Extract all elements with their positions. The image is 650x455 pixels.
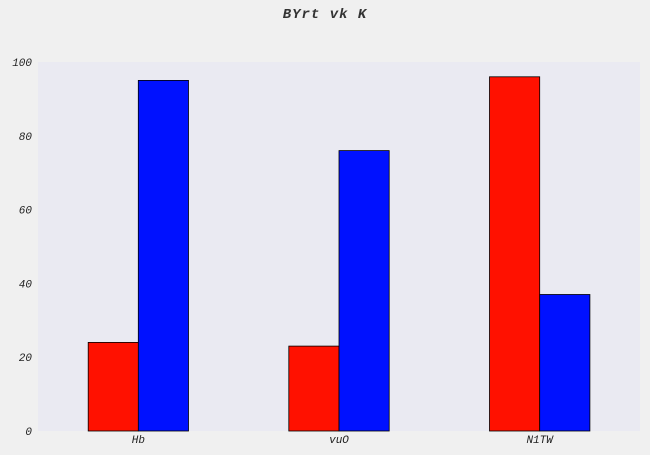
bar-N1TW-series-2 <box>539 294 591 432</box>
bar-vuO-series-2 <box>338 150 390 432</box>
y-tick-label: 80 <box>19 132 33 144</box>
y-tick-label: 20 <box>19 353 33 365</box>
x-tick-label: Hb <box>132 435 145 447</box>
y-tick-label: 60 <box>19 206 33 218</box>
y-tick-label: 100 <box>12 58 32 70</box>
x-axis-ticks: Hb vuO N1TW <box>132 435 555 447</box>
bar-Hb-series-2 <box>137 80 189 432</box>
chart-title: BYrt vk K <box>282 7 368 23</box>
bars-group <box>87 76 591 432</box>
y-tick-label: 0 <box>25 427 32 439</box>
y-axis-ticks: 0 20 40 60 80 100 <box>12 58 32 439</box>
y-tick-label: 40 <box>19 279 33 291</box>
bar-N1TW-series-1 <box>489 76 541 432</box>
bar-Hb-series-1 <box>87 341 139 432</box>
x-tick-label: vuO <box>329 435 349 447</box>
x-tick-label: N1TW <box>526 435 554 447</box>
bar-vuO-series-1 <box>288 345 340 432</box>
